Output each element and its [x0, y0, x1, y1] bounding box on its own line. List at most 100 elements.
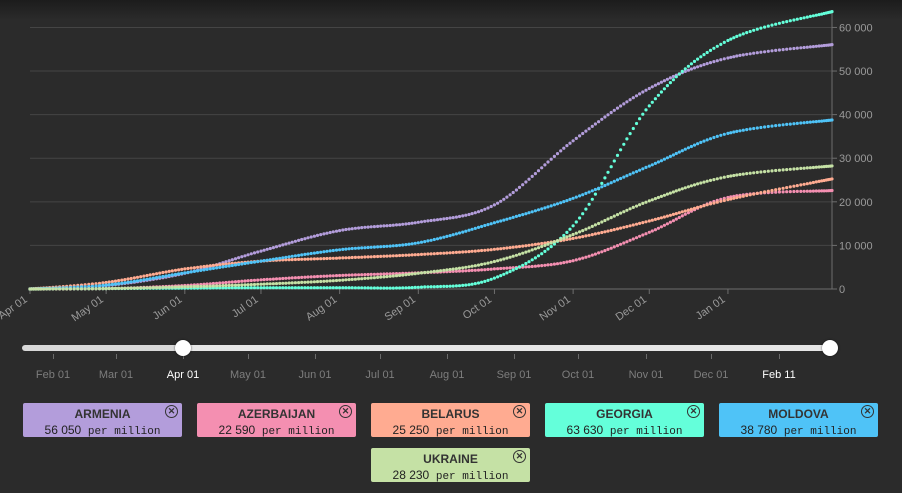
- data-point: [603, 249, 607, 253]
- data-point: [155, 276, 159, 280]
- date-range-slider[interactable]: Feb 01 Mar 01 Apr 01 May 01 Jun 01 Jul 01 Aug …: [0, 330, 902, 390]
- data-point: [578, 230, 582, 234]
- data-point: [429, 270, 433, 274]
- remove-icon[interactable]: ✕: [165, 405, 178, 418]
- data-point: [476, 281, 481, 285]
- data-point: [552, 154, 557, 158]
- data-point: [647, 230, 651, 234]
- country-card-georgia[interactable]: GEORGIA 63 630 per million ✕: [545, 403, 704, 438]
- data-point: [628, 207, 632, 211]
- data-point: [382, 244, 386, 249]
- data-point: [423, 240, 427, 244]
- data-point: [407, 272, 411, 276]
- data-point: [499, 258, 503, 262]
- data-point: [416, 253, 420, 257]
- data-point: [732, 196, 736, 200]
- data-point: [110, 282, 114, 286]
- data-point: [262, 248, 266, 252]
- data-point: [416, 285, 420, 289]
- data-point: [590, 253, 594, 257]
- data-point: [644, 232, 648, 236]
- data-point: [631, 171, 635, 175]
- data-point: [401, 286, 405, 290]
- data-point: [334, 256, 339, 260]
- country-card-moldova[interactable]: MOLDOVA 38 780 per million ✕: [719, 403, 878, 438]
- data-point: [473, 264, 477, 268]
- data-point: [208, 284, 212, 288]
- remove-icon[interactable]: ✕: [861, 405, 874, 418]
- data-point: [712, 46, 716, 50]
- remove-icon[interactable]: ✕: [687, 405, 700, 418]
- data-point: [101, 287, 105, 291]
- data-point: [499, 247, 503, 251]
- data-point: [665, 156, 670, 160]
- slider-end-handle[interactable]: [822, 340, 838, 356]
- data-point: [293, 281, 297, 285]
- data-point: [262, 278, 266, 282]
- slider-label: Mar 01: [98, 369, 134, 381]
- data-point: [653, 197, 658, 201]
- data-point: [568, 227, 572, 231]
- data-point: [259, 286, 263, 290]
- data-point: [104, 287, 108, 291]
- data-point: [240, 286, 244, 290]
- remove-icon[interactable]: ✕: [513, 405, 526, 418]
- data-point: [237, 283, 241, 287]
- data-point: [363, 246, 367, 250]
- series-belarus: [28, 177, 834, 291]
- x-tick-label: May 01: [69, 294, 105, 325]
- data-point: [123, 281, 127, 285]
- data-point: [202, 268, 206, 272]
- slider-start-handle[interactable]: [175, 340, 191, 356]
- data-point: [426, 270, 430, 274]
- data-point: [224, 283, 228, 288]
- data-point: [702, 180, 706, 184]
- data-point: [792, 46, 796, 51]
- data-point: [97, 287, 102, 291]
- data-point: [215, 263, 219, 267]
- data-point: [388, 254, 392, 258]
- data-point: [508, 216, 512, 220]
- country-card-ukraine[interactable]: UKRAINE 28 230 per million ✕: [371, 448, 530, 483]
- data-point: [338, 256, 342, 260]
- data-point: [777, 168, 782, 172]
- data-point: [186, 270, 190, 274]
- data-point: [593, 252, 598, 256]
- x-tick-label: Dec 01: [614, 294, 649, 324]
- remove-icon[interactable]: ✕: [339, 405, 352, 418]
- data-point: [293, 276, 297, 280]
- data-point: [763, 190, 767, 194]
- remove-icon[interactable]: ✕: [513, 450, 526, 463]
- data-point: [360, 246, 364, 250]
- data-point: [215, 281, 219, 285]
- data-point: [656, 82, 661, 86]
- data-point: [369, 286, 373, 290]
- country-card-belarus[interactable]: BELARUS 25 250 per million ✕: [371, 403, 530, 438]
- data-point: [581, 212, 585, 216]
- data-point: [524, 212, 528, 216]
- data-point: [692, 143, 697, 147]
- slider-tick: [380, 354, 381, 359]
- data-point: [502, 266, 506, 270]
- data-point: [692, 183, 697, 187]
- data-point: [574, 236, 578, 240]
- data-point: [625, 100, 629, 104]
- country-card-azerbaijan[interactable]: AZERBAIJAN 22 590 per million ✕: [197, 403, 356, 438]
- data-point: [615, 227, 620, 231]
- country-card-armenia[interactable]: ARMENIA 56 050 per million ✕: [23, 403, 182, 438]
- data-point: [344, 247, 348, 251]
- data-point: [708, 61, 713, 65]
- data-point: [432, 218, 436, 222]
- data-point: [615, 153, 620, 157]
- data-point: [571, 232, 575, 237]
- data-point: [641, 221, 645, 225]
- data-point: [722, 196, 726, 200]
- data-point: [120, 286, 124, 290]
- data-point: [297, 276, 301, 280]
- data-point: [461, 214, 465, 218]
- slider-label: Jun 01: [298, 369, 332, 381]
- data-point: [401, 243, 405, 247]
- data-point: [480, 248, 484, 253]
- data-point: [699, 181, 703, 185]
- data-point: [306, 257, 310, 261]
